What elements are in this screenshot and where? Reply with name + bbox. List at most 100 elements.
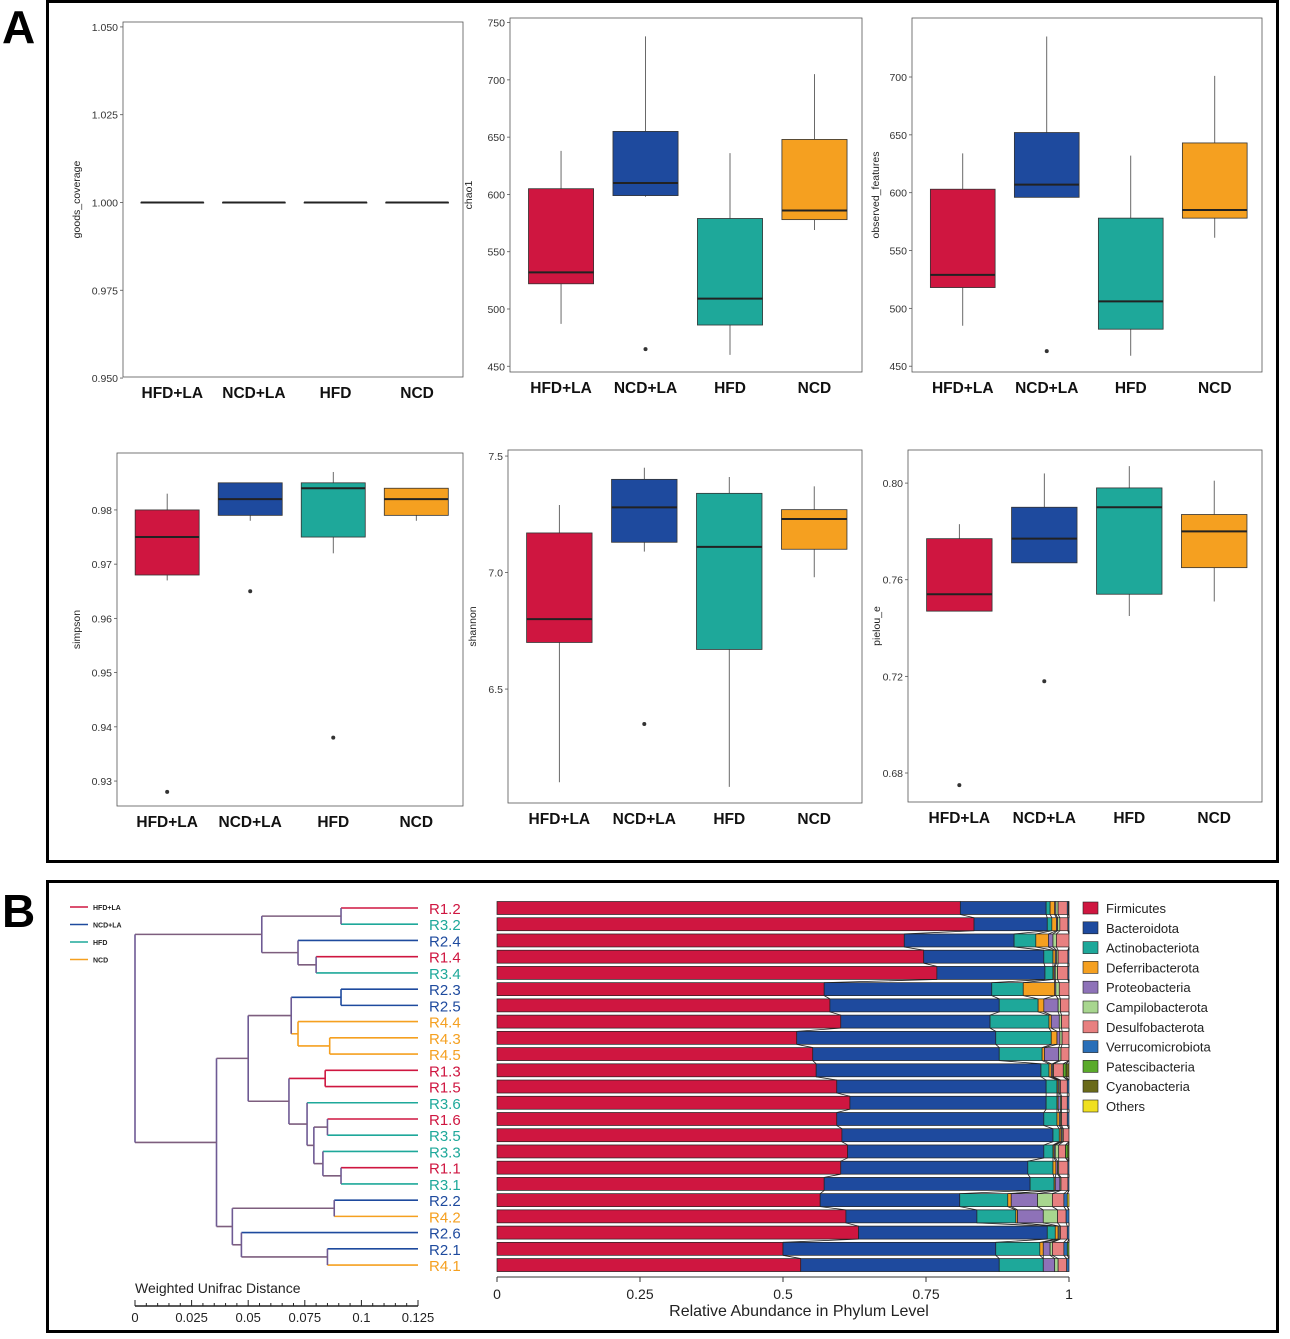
bar-connector <box>836 1092 851 1097</box>
bar-segment-R1.2-Patescibacteria <box>1068 901 1070 915</box>
bar-connector <box>1043 995 1055 1000</box>
bar-segment-R4.4-Firmicutes <box>496 1014 842 1029</box>
bar-segment-R3.1-Proteobacteria <box>1054 1177 1061 1191</box>
bar-segment-R3.6-Actinobacteriota <box>1045 1095 1058 1110</box>
bar-connector <box>1056 930 1061 935</box>
box-NCD <box>781 509 848 550</box>
leaf-label-R2.3: R2.3 <box>429 982 461 999</box>
plot-frame <box>907 449 1263 803</box>
legend-label-Patescibacteria: Patescibacteria <box>1106 1059 1196 1074</box>
bar-segment-R3.5-Desulfobacterota <box>1062 1128 1070 1143</box>
y-tick-label: 650 <box>487 132 505 144</box>
bar-segment-R1.2-Actinobacteriota <box>1045 901 1051 915</box>
bar-segment-R2.6-Bacteroidota <box>858 1225 1048 1240</box>
legend-swatch-Deferribacterota <box>1082 961 1099 974</box>
bar-connector <box>1058 1125 1062 1129</box>
leaf-label-R2.5: R2.5 <box>429 998 461 1015</box>
bar-segment-R3.1-Verrucomicrobiota <box>1067 1177 1070 1191</box>
legend-label-Proteobacteria: Proteobacteria <box>1106 980 1191 995</box>
bar-connector <box>1055 995 1059 1000</box>
bar-segment-R3.3-Bacteroidota <box>847 1144 1045 1159</box>
legend-label-Verrucomicrobiota: Verrucomicrobiota <box>1106 1040 1212 1055</box>
x-tick-label: 0.25 <box>626 1286 653 1302</box>
legend-swatch-Cyanobacteria <box>1082 1079 1099 1093</box>
bar-connector <box>1014 930 1048 935</box>
bar-connector <box>816 1076 837 1081</box>
legend-swatch-Verrucomicrobiota <box>1082 1040 1099 1053</box>
bar-connector <box>1054 979 1057 983</box>
leaf-label-R2.6: R2.6 <box>429 1226 461 1243</box>
bar-connector <box>1066 1190 1070 1194</box>
y-tick-label: 0.80 <box>883 478 904 490</box>
scale-tick-label: 0 <box>131 1310 138 1325</box>
bar-connector <box>1023 979 1054 984</box>
box-HFD <box>1096 487 1163 595</box>
bar-segment-R2.4-Campilobacterota <box>1052 933 1057 948</box>
bar-connector <box>1011 1206 1018 1211</box>
bar-segment-R2.4-Firmicutes <box>496 933 905 948</box>
bar-segment-R1.1-Bacteroidota <box>840 1160 1029 1175</box>
bar-segment-R1.3-Desulfobacterota <box>1053 1063 1064 1078</box>
bar-segment-R3.6-Firmicutes <box>496 1095 851 1110</box>
scale-title: Weighted Unifrac Distance <box>135 1280 301 1296</box>
x-category-label: NCD <box>1197 810 1231 827</box>
y-tick-label: 0.950 <box>92 373 118 385</box>
bar-connector <box>923 962 937 967</box>
bar-segment-R2.3-Deferribacterota <box>1022 982 1056 997</box>
bar-connector <box>1058 1092 1061 1097</box>
bar-connector <box>991 995 1000 1000</box>
bar-connector <box>829 1011 841 1016</box>
x-tick-label: 1 <box>1065 1286 1073 1302</box>
bar-connector <box>1052 1254 1059 1259</box>
bar-segment-R2.1-Deferribacterota <box>1039 1241 1044 1256</box>
bar-segment-R2.1-Proteobacteria <box>1042 1241 1051 1256</box>
bar-segment-R4.2-Verrucomicrobiota <box>1065 1209 1070 1224</box>
y-tick-label: 600 <box>889 188 907 200</box>
bar-connector <box>1023 995 1039 1000</box>
bar-segment-R4.3-Actinobacteriota <box>995 1030 1052 1045</box>
y-axis-title: pielou_e <box>871 606 883 646</box>
bar-segment-R4.3-Deferribacterota <box>1050 1030 1058 1045</box>
bar-segment-R4.5-Firmicutes <box>496 1047 814 1061</box>
bar-segment-R2.4-Actinobacteriota <box>1013 933 1037 948</box>
bar-connector <box>1053 979 1056 983</box>
bar-connector <box>836 1125 843 1130</box>
y-tick-label: 450 <box>487 361 505 373</box>
bar-segment-R2.4-Bacteroidota <box>903 933 1015 948</box>
bar-segment-R3.4-Firmicutes <box>496 966 938 980</box>
bar-segment-R4.5-Actinobacteriota <box>998 1047 1043 1061</box>
bar-segment-R3.4-Actinobacteriota <box>1044 966 1054 980</box>
bar-connector <box>1051 1076 1059 1081</box>
bar-connector <box>1048 946 1056 951</box>
y-tick-label: 0.975 <box>92 285 118 297</box>
bar-segment-R1.1-Firmicutes <box>496 1160 842 1175</box>
bar-segment-R3.3-Campilobacterota <box>1054 1144 1060 1159</box>
box-NCD <box>1181 514 1248 569</box>
x-category-label: HFD+LA <box>530 380 592 397</box>
bar-segment-R1.1-Deferribacterota <box>1052 1160 1057 1175</box>
bar-connector <box>1043 1238 1059 1243</box>
bar-segment-R3.5-Bacteroidota <box>841 1128 1054 1143</box>
bar-connector <box>1054 963 1057 967</box>
bar-connector <box>1007 1206 1016 1211</box>
bar-segment-R4.2-Proteobacteria <box>1017 1209 1044 1224</box>
bar-connector <box>1058 1173 1062 1178</box>
legend-label-Others: Others <box>1106 1099 1146 1114</box>
y-tick-label: 1.050 <box>92 22 118 34</box>
plot-frame <box>507 449 863 804</box>
bar-segment-R3.5-Firmicutes <box>496 1128 843 1143</box>
bar-connector <box>904 930 975 935</box>
bar-segment-R3.2-Desulfobacterota <box>1059 917 1069 932</box>
y-tick-label: 0.68 <box>883 768 904 780</box>
bar-segment-R1.5-Actinobacteriota <box>1045 1079 1058 1094</box>
plot-frame <box>509 17 863 373</box>
bar-connector <box>1055 914 1058 918</box>
legend-label-Firmicutes: Firmicutes <box>1106 901 1166 916</box>
legend-swatch-Actinobacteriota <box>1082 941 1099 954</box>
legend-swatch-Patescibacteria <box>1082 1060 1099 1073</box>
phylum-legend: Firmicutes Bacteroidota Actinobacteriota De… <box>1082 901 1212 1114</box>
bar-connector <box>845 1222 859 1227</box>
outlier-point <box>248 589 253 594</box>
x-category-label: NCD+LA <box>222 385 285 402</box>
